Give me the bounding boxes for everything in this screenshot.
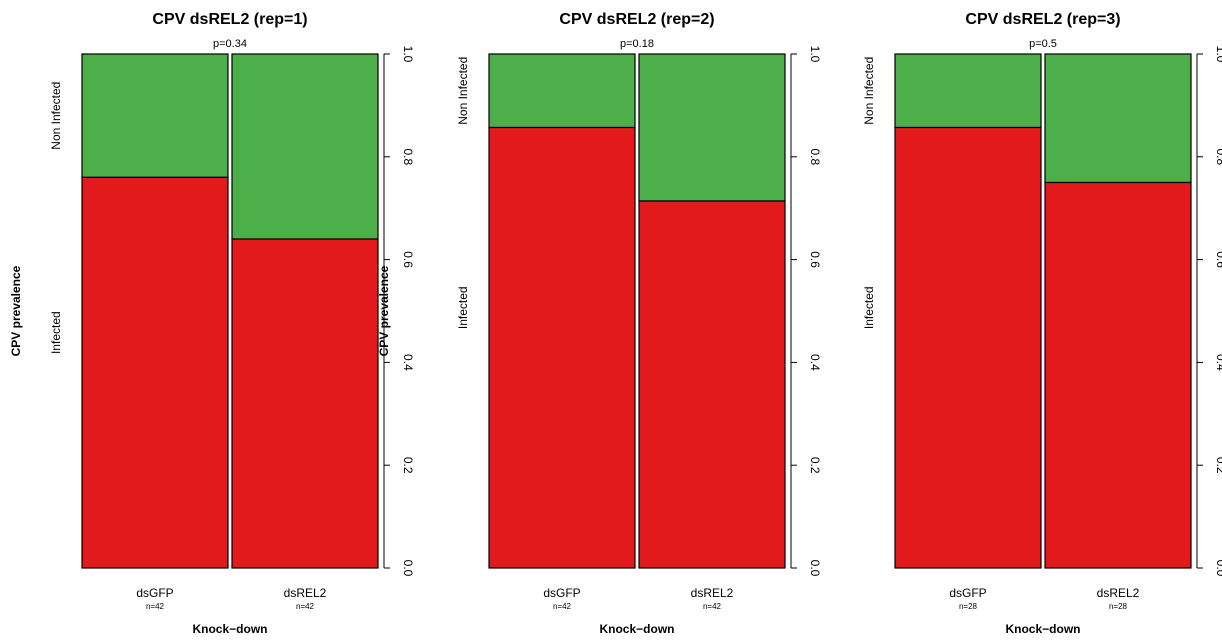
category-label: dsGFP <box>949 586 986 600</box>
y-tick-label: 1.0 <box>401 46 415 63</box>
segment-label-infected: Infected <box>862 286 876 329</box>
n-label: n=42 <box>553 602 572 611</box>
chart-title: CPV dsREL2 (rep=1) <box>152 11 307 28</box>
y-tick-label: 0.8 <box>401 148 415 165</box>
category-label: dsGFP <box>543 586 580 600</box>
y-tick-label: 0.4 <box>401 354 415 371</box>
bar-infected <box>231 238 379 569</box>
y-tick-label: 1.0 <box>1214 46 1222 63</box>
y-tick-label: 0.6 <box>401 251 415 268</box>
y-tick-label: 1.0 <box>808 46 822 63</box>
y-tick-label: 0.0 <box>808 560 822 577</box>
segment-label-non-infected: Non Infected <box>456 57 470 125</box>
bar-non-infected <box>1044 53 1192 184</box>
y-tick-label: 0.0 <box>1214 560 1222 577</box>
p-value-label: p=0.5 <box>1029 38 1057 50</box>
bar-infected <box>638 200 786 569</box>
chart-panel-3: CPV dsREL2 (rep=3) p=0.5 dsGFP n=28 dsREL2 n=… <box>862 11 1222 636</box>
category-label: dsREL2 <box>284 586 327 600</box>
n-label: n=28 <box>1109 602 1128 611</box>
y-tick-label: 0.8 <box>1214 148 1222 165</box>
chart-panel-1: CPV dsREL2 (rep=1) p=0.34 dsGFP n=42 dsREL2 n… <box>9 11 415 636</box>
bar-infected <box>488 126 636 569</box>
bar-infected <box>1044 181 1192 569</box>
n-label: n=42 <box>296 602 315 611</box>
y-tick-label: 0.0 <box>401 560 415 577</box>
chart-title: CPV dsREL2 (rep=2) <box>559 11 714 28</box>
segment-label-infected: Infected <box>456 286 470 329</box>
bar-non-infected <box>81 53 229 178</box>
y-tick-label: 0.2 <box>808 457 822 474</box>
n-label: n=28 <box>959 602 978 611</box>
y-axis-label: CPV prevalence <box>9 265 23 356</box>
chart-panel-2: CPV dsREL2 (rep=2) p=0.18 dsGFP n=42 dsREL2 n… <box>377 11 822 636</box>
x-axis-label: Knock−down <box>192 622 267 636</box>
y-tick-label: 0.6 <box>808 251 822 268</box>
p-value-label: p=0.34 <box>213 38 247 50</box>
y-axis-label: CPV prevalence <box>377 265 391 356</box>
bar-non-infected <box>638 53 786 202</box>
x-axis-label: Knock−down <box>1005 622 1080 636</box>
category-label: dsGFP <box>136 586 173 600</box>
p-value-label: p=0.18 <box>620 38 654 50</box>
y-tick-label: 0.8 <box>808 148 822 165</box>
segment-label-non-infected: Non Infected <box>862 57 876 125</box>
bar-non-infected <box>488 53 636 129</box>
y-tick-label: 0.4 <box>808 354 822 371</box>
y-tick-label: 0.2 <box>401 457 415 474</box>
n-label: n=42 <box>146 602 165 611</box>
segment-label-infected: Infected <box>49 311 63 354</box>
y-tick-label: 0.2 <box>1214 457 1222 474</box>
x-axis-label: Knock−down <box>599 622 674 636</box>
bar-infected <box>81 176 229 569</box>
bar-non-infected <box>231 53 379 240</box>
n-label: n=42 <box>703 602 722 611</box>
bar-infected <box>894 126 1042 569</box>
chart-title: CPV dsREL2 (rep=3) <box>965 11 1120 28</box>
y-tick-label: 0.6 <box>1214 251 1222 268</box>
segment-label-non-infected: Non Infected <box>49 82 63 150</box>
bar-non-infected <box>894 53 1042 129</box>
category-label: dsREL2 <box>691 586 734 600</box>
category-label: dsREL2 <box>1097 586 1140 600</box>
y-tick-label: 0.4 <box>1214 354 1222 371</box>
